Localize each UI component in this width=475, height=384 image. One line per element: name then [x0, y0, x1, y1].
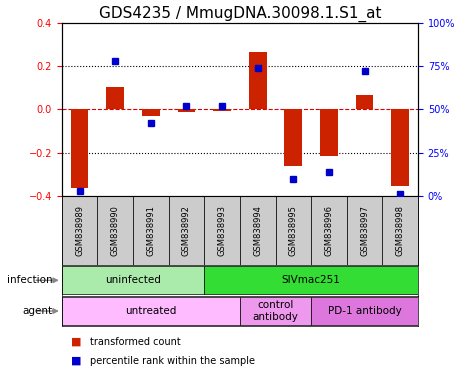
Text: GSM838992: GSM838992 [182, 205, 191, 256]
Text: GSM838993: GSM838993 [218, 205, 227, 256]
Text: untreated: untreated [125, 306, 177, 316]
Bar [311, 297, 418, 325]
Bar [276, 196, 311, 265]
Text: SIVmac251: SIVmac251 [282, 275, 341, 285]
Bar [204, 196, 240, 265]
Bar [213, 109, 231, 111]
Bar [178, 109, 195, 112]
Bar [169, 196, 204, 265]
Text: transformed count: transformed count [90, 337, 181, 347]
Text: GSM838998: GSM838998 [396, 205, 405, 256]
Text: GSM838990: GSM838990 [111, 205, 120, 256]
Bar [356, 95, 373, 109]
Text: GSM838989: GSM838989 [75, 205, 84, 256]
Bar [391, 109, 409, 186]
Text: agent: agent [22, 306, 52, 316]
Text: GSM838991: GSM838991 [146, 205, 155, 256]
Text: ■: ■ [71, 356, 82, 366]
Text: PD-1 antibody: PD-1 antibody [328, 306, 401, 316]
Text: GSM838997: GSM838997 [360, 205, 369, 256]
Bar [133, 196, 169, 265]
Bar [97, 196, 133, 265]
Bar [204, 266, 418, 294]
Bar [285, 109, 302, 166]
Bar [311, 196, 347, 265]
Bar [106, 87, 124, 109]
Bar [382, 196, 418, 265]
Bar [62, 266, 204, 294]
Bar [62, 196, 97, 265]
Text: infection: infection [7, 275, 52, 285]
Title: GDS4235 / MmugDNA.30098.1.S1_at: GDS4235 / MmugDNA.30098.1.S1_at [99, 5, 381, 22]
Text: percentile rank within the sample: percentile rank within the sample [90, 356, 255, 366]
Bar [249, 52, 266, 109]
Bar [320, 109, 338, 156]
Bar [347, 196, 382, 265]
Bar [142, 109, 160, 116]
Text: ■: ■ [71, 337, 82, 347]
Bar [71, 109, 88, 188]
Bar [240, 196, 276, 265]
Text: control
antibody: control antibody [253, 300, 298, 322]
Text: uninfected: uninfected [105, 275, 161, 285]
Bar [62, 297, 240, 325]
Text: GSM838995: GSM838995 [289, 205, 298, 256]
Bar [240, 297, 311, 325]
Text: GSM838996: GSM838996 [324, 205, 333, 256]
Text: GSM838994: GSM838994 [253, 205, 262, 256]
